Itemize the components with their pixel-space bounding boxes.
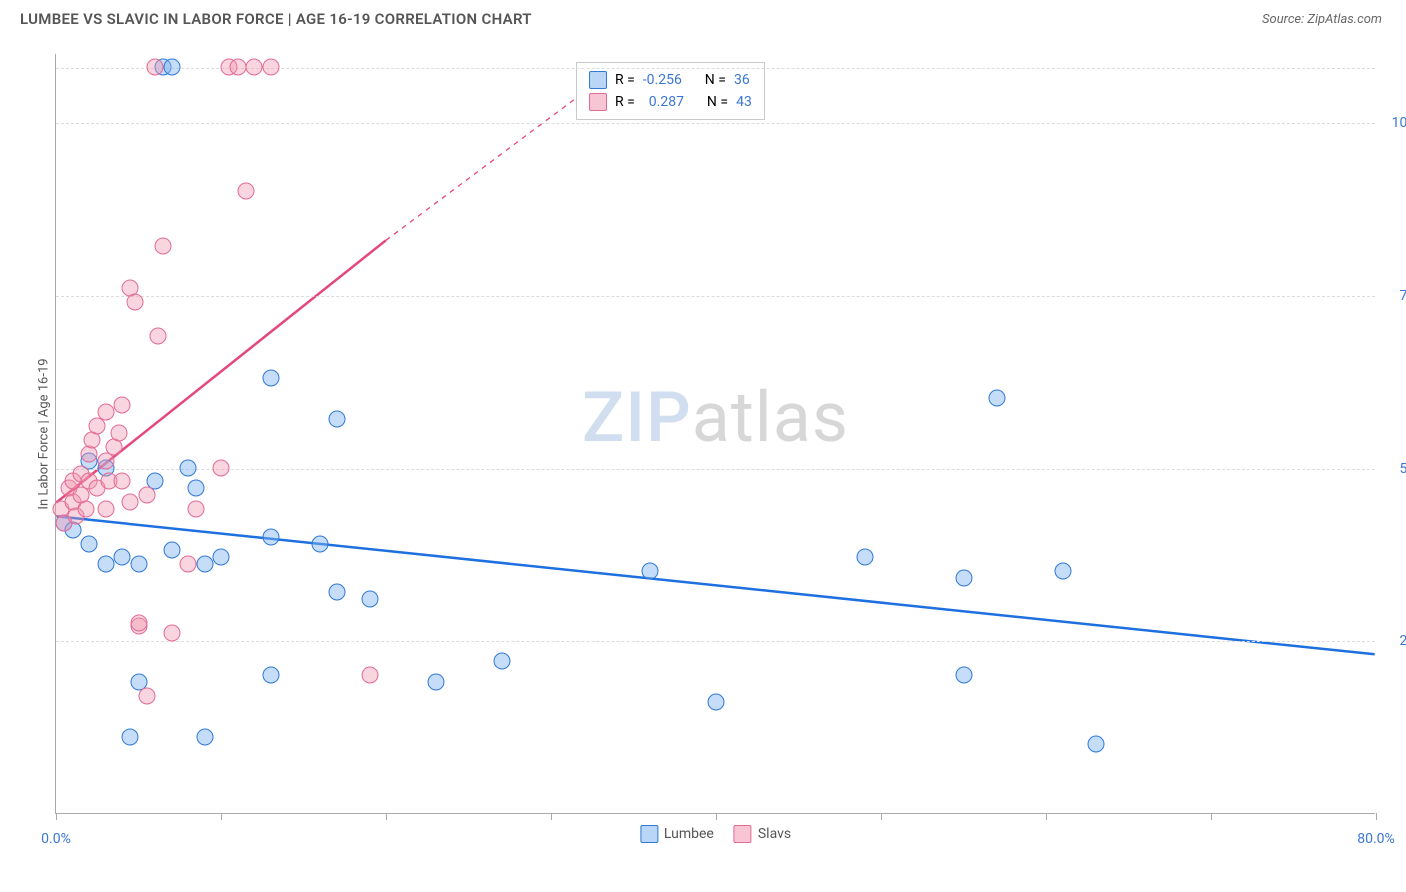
r-label: R = <box>615 91 635 113</box>
chart-container: In Labor Force | Age 16-19 ZIPatlas R = … <box>20 38 1386 858</box>
data-point <box>262 666 279 683</box>
data-point <box>114 397 131 414</box>
data-point <box>147 58 164 75</box>
plot-area: In Labor Force | Age 16-19 ZIPatlas R = … <box>55 54 1375 814</box>
data-point <box>328 411 345 428</box>
data-point <box>97 556 114 573</box>
data-point <box>1054 563 1071 580</box>
data-point <box>213 459 230 476</box>
slavs-label: Slavs <box>758 826 791 842</box>
r-label: R = <box>615 69 635 91</box>
x-tick <box>221 813 222 820</box>
data-point <box>427 673 444 690</box>
data-point <box>122 729 139 746</box>
data-point <box>312 535 329 552</box>
data-point <box>328 583 345 600</box>
data-point <box>81 535 98 552</box>
data-point <box>188 480 205 497</box>
x-tick <box>716 813 717 820</box>
x-tick <box>1046 813 1047 820</box>
data-point <box>155 238 172 255</box>
gridline <box>56 123 1375 124</box>
source-label: Source: ZipAtlas.com <box>1262 12 1382 27</box>
slavs-swatch-icon <box>734 825 752 843</box>
lumbee-swatch-icon <box>640 825 658 843</box>
x-tick-label: 80.0% <box>1357 831 1395 847</box>
data-point <box>196 556 213 573</box>
slavs-r-value: 0.287 <box>649 91 684 113</box>
correlation-legend: R = -0.256 N = 36 R = 0.287 N = 43 <box>576 62 765 120</box>
data-point <box>262 528 279 545</box>
data-point <box>138 487 155 504</box>
x-tick <box>1211 813 1212 820</box>
data-point <box>180 459 197 476</box>
data-point <box>163 625 180 642</box>
data-point <box>237 183 254 200</box>
data-point <box>110 425 127 442</box>
data-point <box>361 590 378 607</box>
data-point <box>262 369 279 386</box>
data-point <box>114 549 131 566</box>
data-point <box>988 390 1005 407</box>
n-label: N = <box>707 91 728 113</box>
data-point <box>246 58 263 75</box>
y-tick-label: 100.0% <box>1381 115 1406 131</box>
x-tick <box>56 813 57 820</box>
legend-item-slavs: Slavs <box>734 825 791 843</box>
data-point <box>188 501 205 518</box>
watermark: ZIPatlas <box>582 377 849 459</box>
gridline <box>56 641 1375 642</box>
data-point <box>229 58 246 75</box>
data-point <box>262 58 279 75</box>
data-point <box>130 556 147 573</box>
y-tick-label: 25.0% <box>1381 633 1406 649</box>
data-point <box>642 563 659 580</box>
data-point <box>163 58 180 75</box>
slavs-swatch <box>589 93 607 111</box>
lumbee-swatch <box>589 71 607 89</box>
y-tick-label: 50.0% <box>1381 461 1406 477</box>
data-point <box>213 549 230 566</box>
data-point <box>114 473 131 490</box>
gridline <box>56 296 1375 297</box>
legend-row-slavs: R = 0.287 N = 43 <box>589 91 752 113</box>
data-point <box>955 666 972 683</box>
data-point <box>361 666 378 683</box>
data-point <box>138 687 155 704</box>
data-point <box>856 549 873 566</box>
x-tick <box>1376 813 1377 820</box>
legend-row-lumbee: R = -0.256 N = 36 <box>589 69 752 91</box>
data-point <box>955 570 972 587</box>
data-point <box>97 501 114 518</box>
x-tick <box>551 813 552 820</box>
data-point <box>127 293 144 310</box>
lumbee-label: Lumbee <box>664 826 714 842</box>
data-point <box>493 653 510 670</box>
data-point <box>97 404 114 421</box>
slavs-n-value: 43 <box>736 91 752 113</box>
x-tick <box>386 813 387 820</box>
data-point <box>196 729 213 746</box>
data-point <box>150 328 167 345</box>
x-tick <box>881 813 882 820</box>
chart-title: LUMBEE VS SLAVIC IN LABOR FORCE | AGE 16… <box>20 10 532 28</box>
n-label: N = <box>705 69 726 91</box>
data-point <box>130 615 147 632</box>
data-point <box>708 694 725 711</box>
watermark-atlas: atlas <box>692 377 849 459</box>
x-tick-label: 0.0% <box>41 831 71 847</box>
y-axis-label: In Labor Force | Age 16-19 <box>37 358 52 509</box>
series-legend: Lumbee Slavs <box>640 825 791 843</box>
lumbee-n-value: 36 <box>734 69 750 91</box>
data-point <box>163 542 180 559</box>
watermark-zip: ZIP <box>582 377 692 459</box>
data-point <box>122 494 139 511</box>
gridline <box>56 469 1375 470</box>
y-tick-label: 75.0% <box>1381 288 1406 304</box>
data-point <box>1087 735 1104 752</box>
legend-item-lumbee: Lumbee <box>640 825 714 843</box>
data-point <box>180 556 197 573</box>
data-point <box>77 501 94 518</box>
lumbee-r-value: -0.256 <box>643 69 682 91</box>
